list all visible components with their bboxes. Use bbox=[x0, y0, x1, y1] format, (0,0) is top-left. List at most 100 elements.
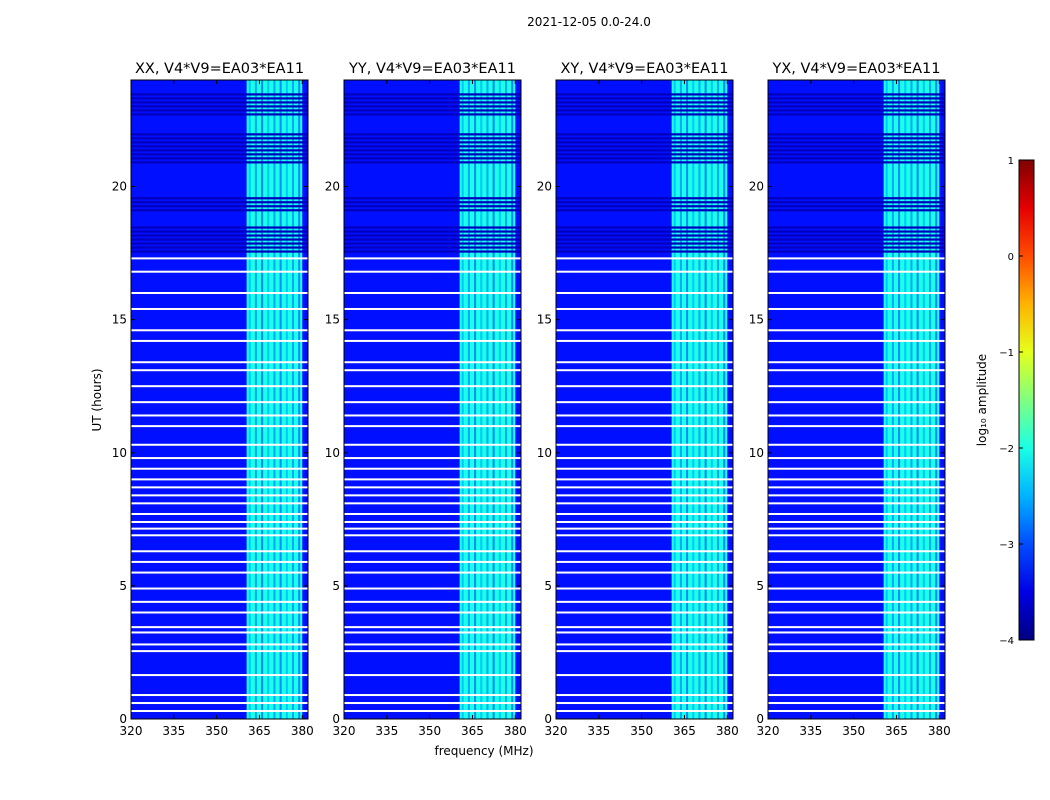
low-amplitude-line bbox=[344, 101, 521, 104]
y-tick-label: 0 bbox=[756, 712, 764, 726]
flagged-row bbox=[344, 385, 521, 388]
flagged-row bbox=[131, 369, 308, 372]
flagged-row bbox=[556, 600, 733, 603]
low-amplitude-line bbox=[768, 226, 945, 229]
flagged-row bbox=[131, 339, 308, 342]
band-streak bbox=[898, 80, 901, 719]
flagged-row bbox=[131, 467, 308, 470]
low-amplitude-line bbox=[131, 93, 308, 96]
flagged-row bbox=[344, 702, 521, 705]
low-amplitude-line bbox=[344, 141, 521, 144]
panel-frame bbox=[555, 79, 734, 720]
band-streak bbox=[511, 80, 514, 719]
y-tick-label: 20 bbox=[749, 180, 764, 194]
flagged-row bbox=[131, 527, 308, 530]
flagged-row bbox=[344, 414, 521, 417]
flagged-row bbox=[344, 571, 521, 574]
flagged-row bbox=[556, 587, 733, 590]
panel-1: YY, V4*V9=EA03*EA11 320 335 350 365 380 0 5 10 15… bbox=[325, 61, 527, 738]
band-streak bbox=[723, 80, 726, 719]
flagged-row bbox=[768, 527, 945, 530]
flagged-row bbox=[344, 339, 521, 342]
flagged-row bbox=[768, 443, 945, 446]
flagged-row bbox=[556, 369, 733, 372]
flagged-row bbox=[768, 626, 945, 629]
flagged-row bbox=[131, 520, 308, 523]
y-tick-label: 20 bbox=[325, 180, 340, 194]
colorbar-tick-label: 1 bbox=[1008, 156, 1014, 167]
band-streak bbox=[480, 80, 483, 719]
x-tick-label: 320 bbox=[757, 724, 780, 738]
low-amplitude-line bbox=[344, 242, 521, 245]
flagged-row bbox=[768, 307, 945, 310]
x-tick-label: 365 bbox=[461, 724, 484, 738]
low-amplitude-line bbox=[344, 113, 521, 116]
band-streak bbox=[910, 80, 913, 719]
x-axis-label: frequency (MHz) bbox=[434, 744, 533, 758]
low-amplitude-line bbox=[556, 161, 733, 164]
colorbar-tick-label: −4 bbox=[999, 636, 1014, 647]
low-amplitude-line bbox=[768, 234, 945, 237]
flagged-row bbox=[131, 329, 308, 332]
y-tick-label: 10 bbox=[749, 446, 764, 460]
flagged-row bbox=[344, 401, 521, 404]
flagged-row bbox=[344, 650, 521, 653]
y-tick-label: 5 bbox=[119, 579, 127, 593]
flagged-row bbox=[131, 694, 308, 697]
low-amplitude-line bbox=[344, 97, 521, 100]
flagged-row bbox=[131, 650, 308, 653]
flagged-row bbox=[344, 361, 521, 364]
x-tick-label: 380 bbox=[291, 724, 314, 738]
flagged-row bbox=[344, 710, 521, 713]
flagged-row bbox=[344, 478, 521, 481]
low-amplitude-line bbox=[768, 246, 945, 249]
band-streak bbox=[935, 80, 938, 719]
low-amplitude-line bbox=[556, 113, 733, 116]
low-amplitude-line bbox=[556, 234, 733, 237]
flagged-row bbox=[344, 369, 521, 372]
flagged-row bbox=[131, 600, 308, 603]
flagged-row bbox=[556, 329, 733, 332]
flagged-row bbox=[556, 401, 733, 404]
flagged-row bbox=[768, 611, 945, 614]
x-tick-label: 335 bbox=[799, 724, 822, 738]
y-tick-label: 15 bbox=[537, 313, 552, 327]
flagged-row bbox=[556, 631, 733, 634]
flagged-row bbox=[131, 307, 308, 310]
x-tick-label: 380 bbox=[928, 724, 951, 738]
low-amplitude-line bbox=[344, 105, 521, 108]
band-streak bbox=[505, 80, 508, 719]
band-streak bbox=[929, 80, 932, 719]
flagged-row bbox=[131, 626, 308, 629]
panel-title: XY, V4*V9=EA03*EA11 bbox=[560, 61, 728, 77]
flagged-row bbox=[131, 257, 308, 260]
low-amplitude-line bbox=[344, 93, 521, 96]
flagged-row bbox=[344, 425, 521, 428]
flagged-row bbox=[344, 494, 521, 497]
low-amplitude-line bbox=[131, 101, 308, 104]
low-amplitude-line bbox=[131, 105, 308, 108]
panel-title: YY, V4*V9=EA03*EA11 bbox=[348, 61, 516, 77]
low-amplitude-line bbox=[131, 133, 308, 136]
low-amplitude-line bbox=[344, 209, 521, 212]
x-tick-label: 350 bbox=[842, 724, 865, 738]
panel-2: XY, V4*V9=EA03*EA11 320 335 350 365 380 0 5 10 15… bbox=[537, 61, 739, 738]
flagged-row bbox=[768, 494, 945, 497]
colorbar-label: log₁₀ amplitude bbox=[975, 354, 989, 446]
band-streak bbox=[273, 80, 276, 719]
flagged-row bbox=[344, 694, 521, 697]
x-tick-label: 380 bbox=[716, 724, 739, 738]
band-streak bbox=[686, 80, 689, 719]
low-amplitude-line bbox=[556, 242, 733, 245]
low-amplitude-line bbox=[556, 137, 733, 140]
x-tick-label: 365 bbox=[885, 724, 908, 738]
x-tick-label: 380 bbox=[504, 724, 527, 738]
low-amplitude-line bbox=[556, 157, 733, 160]
y-tick-label: 10 bbox=[537, 446, 552, 460]
flagged-row bbox=[344, 512, 521, 515]
x-tick-label: 320 bbox=[120, 724, 143, 738]
low-amplitude-line bbox=[344, 238, 521, 241]
flagged-row bbox=[768, 478, 945, 481]
flagged-row bbox=[768, 401, 945, 404]
low-amplitude-line bbox=[768, 145, 945, 148]
